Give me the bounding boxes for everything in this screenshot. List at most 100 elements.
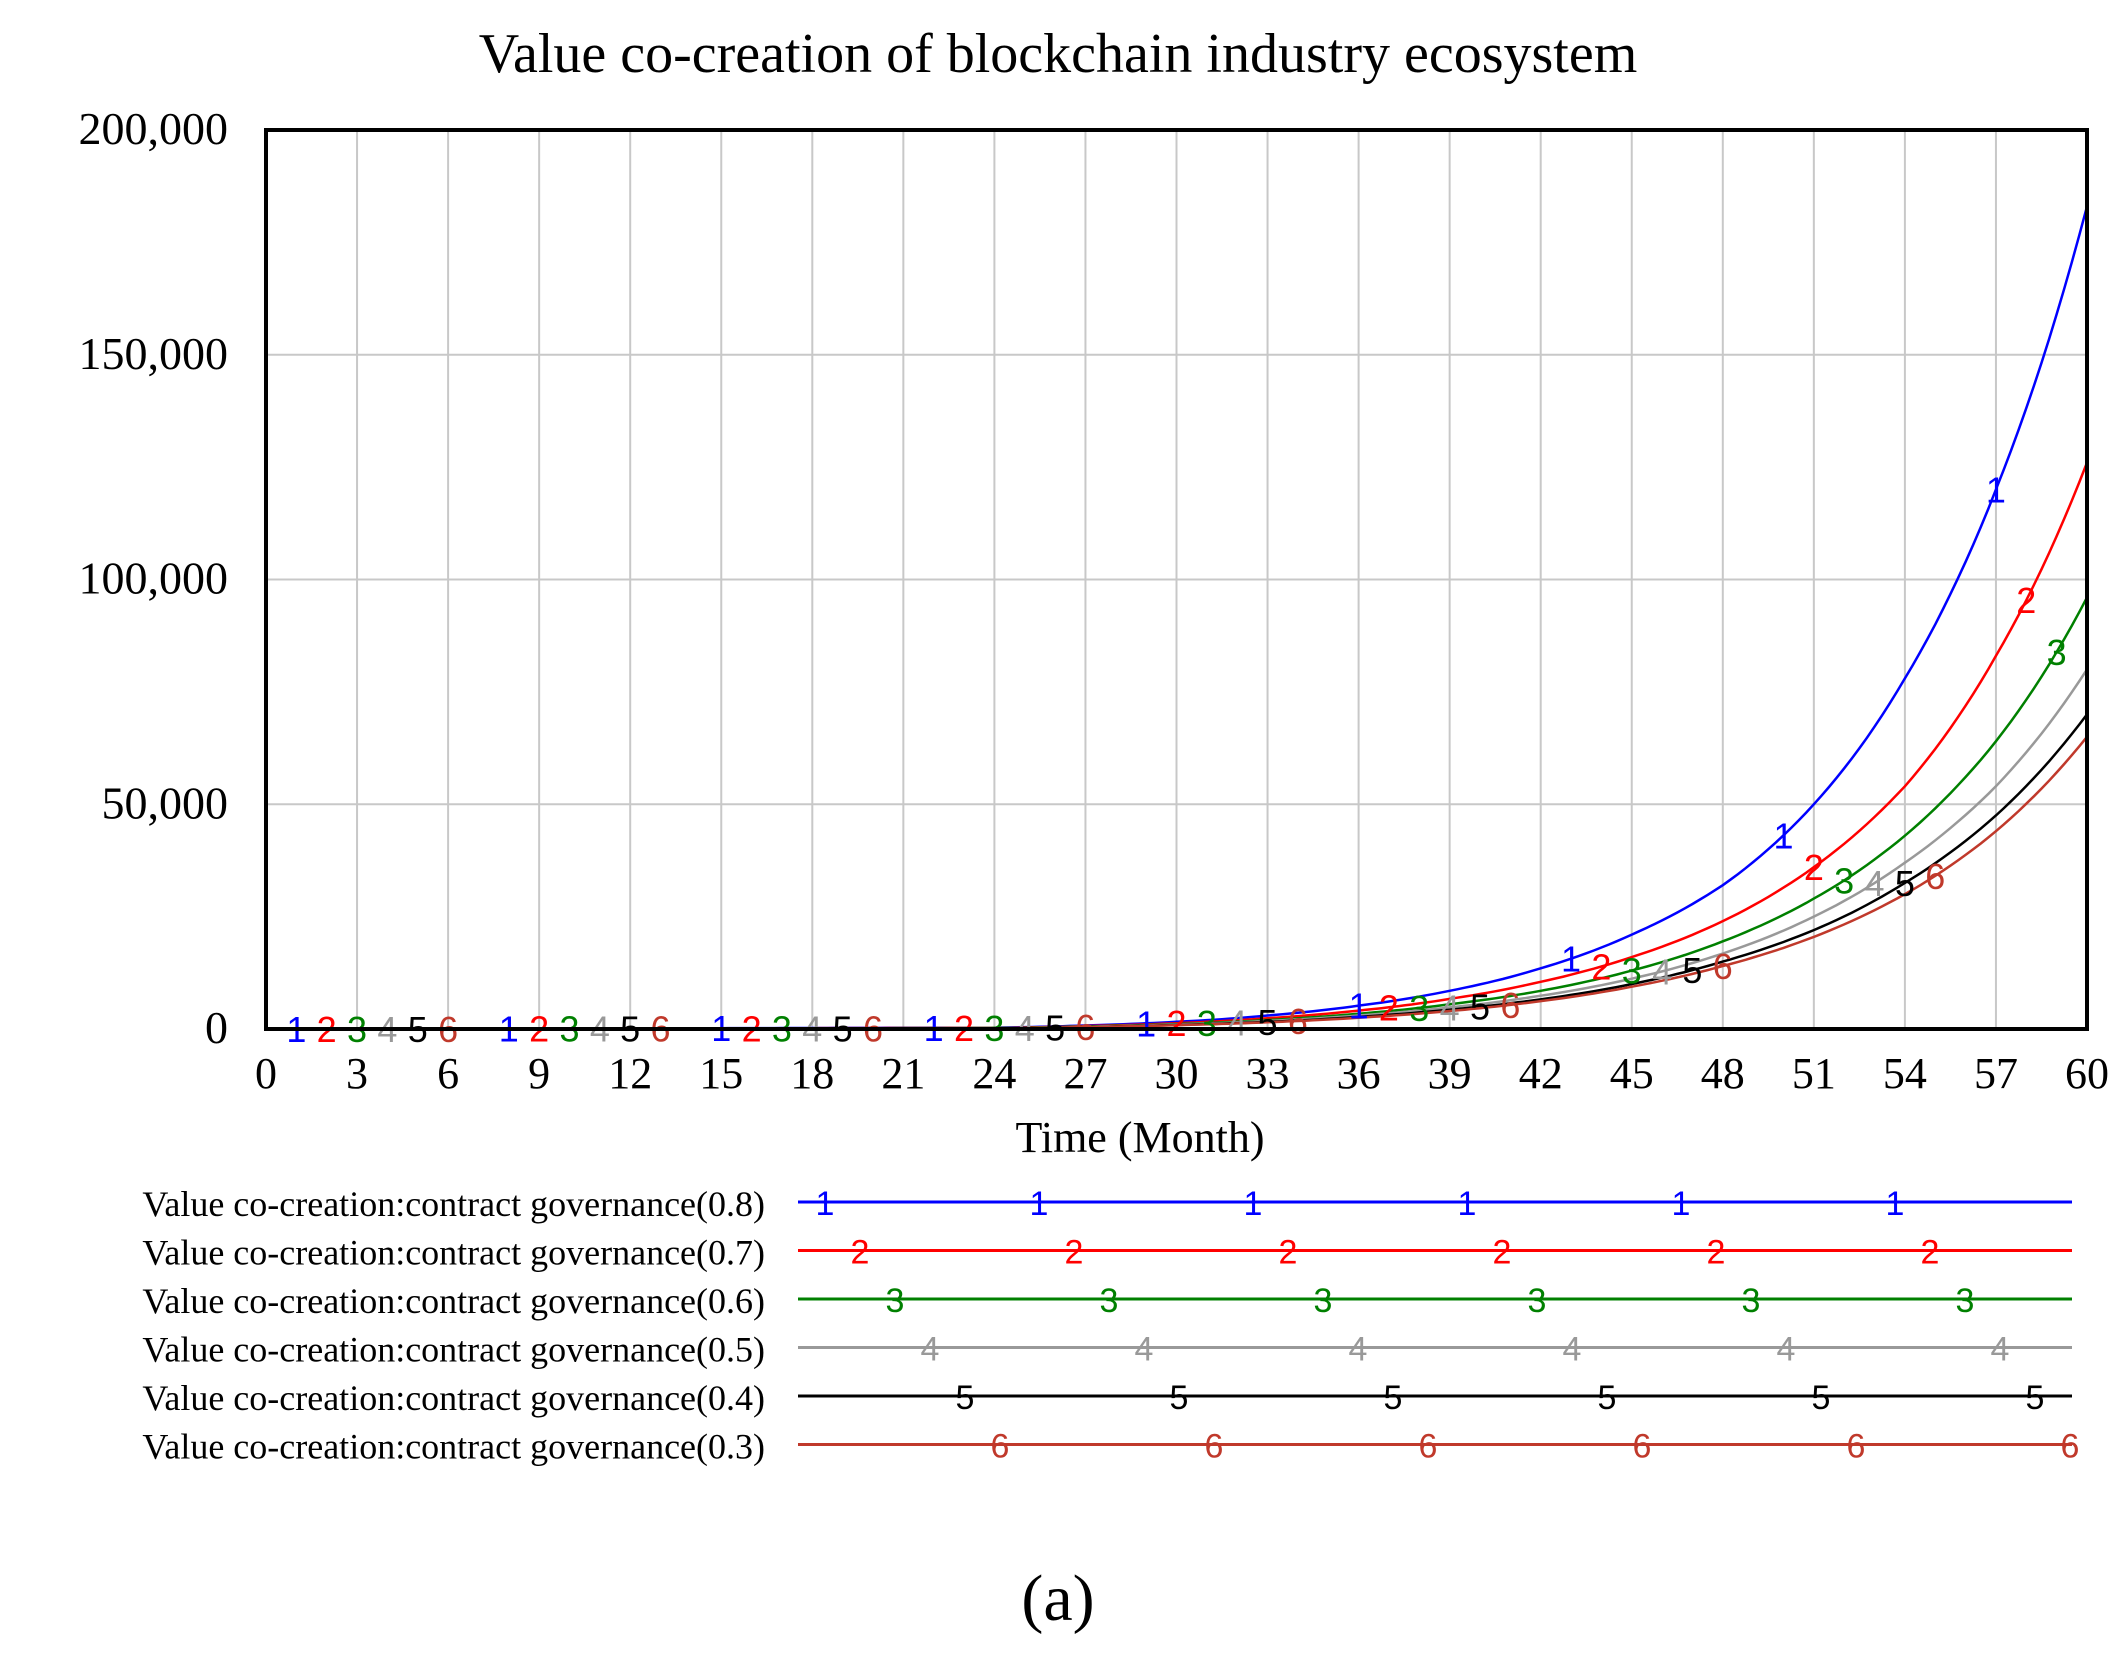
legend-marker-4: 4 [1135,1331,1154,1369]
legend-label-1: Value co-creation:contract governance(0.… [142,1184,765,1224]
y-tick-label-200000: 200,000 [79,103,229,154]
series-marker-4: 4 [1865,863,1885,904]
chart-title: Value co-creation of blockchain industry… [479,23,1638,85]
legend-marker-6: 6 [1633,1428,1652,1466]
legend-marker-2: 2 [1493,1234,1512,1272]
series-marker-1: 1 [1561,939,1581,980]
series-marker-4: 4 [1227,1002,1247,1043]
series-marker-5: 5 [1682,950,1702,991]
series-marker-1: 1 [1136,1003,1156,1044]
x-tick-label-39: 39 [1428,1049,1472,1098]
series-marker-4: 4 [1440,987,1460,1028]
x-tick-label-60: 60 [2065,1049,2109,1098]
legend-label-5: Value co-creation:contract governance(0.… [142,1378,765,1418]
x-tick-label-57: 57 [1974,1049,2018,1098]
legend: Value co-creation:contract governance(0.… [142,1184,2079,1467]
legend-marker-4: 4 [1991,1331,2010,1369]
x-axis-label: Time (Month) [1016,1113,1265,1162]
x-tick-label-48: 48 [1701,1049,1745,1098]
legend-marker-5: 5 [2026,1379,2045,1417]
legend-marker-6: 6 [1847,1428,1866,1466]
y-tick-label-100000: 100,000 [79,553,229,604]
x-tick-label-54: 54 [1883,1049,1927,1098]
y-tick-label-150000: 150,000 [79,328,229,379]
x-tick-label-33: 33 [1246,1049,1290,1098]
legend-marker-6: 6 [2061,1428,2080,1466]
legend-marker-5: 5 [1598,1379,1617,1417]
x-tick-label-21: 21 [881,1049,925,1098]
legend-marker-1: 1 [1672,1185,1691,1223]
legend-label-3: Value co-creation:contract governance(0.… [142,1281,765,1321]
legend-marker-3: 3 [1528,1282,1547,1320]
legend-marker-3: 3 [1100,1282,1119,1320]
legend-marker-3: 3 [1314,1282,1333,1320]
y-axis-ticks: 0 50,000 100,000 150,000 200,000 [79,103,229,1053]
legend-label-2: Value co-creation:contract governance(0.… [142,1233,765,1273]
legend-marker-5: 5 [1812,1379,1831,1417]
legend-marker-2: 2 [1065,1234,1084,1272]
legend-marker-1: 1 [1244,1185,1263,1223]
legend-marker-1: 1 [1030,1185,1049,1223]
x-tick-label-18: 18 [790,1049,834,1098]
legend-marker-4: 4 [1777,1331,1796,1369]
series-marker-1: 1 [1986,470,2006,511]
series-marker-3: 3 [2047,632,2067,673]
x-tick-label-12: 12 [608,1049,652,1098]
x-tick-label-42: 42 [1519,1049,1563,1098]
x-tick-label-24: 24 [972,1049,1016,1098]
series-marker-6: 6 [1500,985,1520,1026]
legend-marker-2: 2 [851,1234,870,1272]
x-tick-label-51: 51 [1792,1049,1836,1098]
x-tick-label-15: 15 [699,1049,743,1098]
legend-marker-6: 6 [1205,1428,1224,1466]
series-marker-6: 6 [1288,1001,1308,1042]
legend-marker-5: 5 [1170,1379,1189,1417]
x-tick-label-36: 36 [1337,1049,1381,1098]
legend-marker-5: 5 [1384,1379,1403,1417]
series-marker-2: 2 [1166,1003,1186,1044]
legend-marker-1: 1 [1886,1185,1905,1223]
legend-label-4: Value co-creation:contract governance(0.… [142,1330,765,1370]
series-marker-2: 2 [1591,947,1611,988]
legend-marker-3: 3 [1742,1282,1761,1320]
series-marker-2: 2 [2016,580,2036,621]
legend-marker-2: 2 [1707,1234,1726,1272]
series-marker-1: 1 [1349,986,1369,1027]
x-tick-label-45: 45 [1610,1049,1654,1098]
series-marker-3: 3 [1409,988,1429,1029]
legend-marker-1: 1 [1458,1185,1477,1223]
legend-marker-6: 6 [991,1428,1010,1466]
series-marker-5: 5 [1258,1002,1278,1043]
series-marker-3: 3 [1834,860,1854,901]
grid-lines [265,129,2088,1030]
series-marker-2: 2 [1804,847,1824,888]
series-marker-2: 2 [1379,987,1399,1028]
plot-area-frame [264,128,2089,1031]
series-marker-6: 6 [1713,946,1733,987]
x-tick-label-6: 6 [437,1049,459,1098]
legend-marker-2: 2 [1921,1234,1940,1272]
y-tick-label-50000: 50,000 [102,777,229,828]
legend-marker-1: 1 [816,1185,835,1223]
series-marker-3: 3 [1197,1003,1217,1044]
legend-marker-4: 4 [1563,1331,1582,1369]
legend-marker-4: 4 [1349,1331,1368,1369]
figure-caption: (a) [1021,1562,1094,1635]
x-tick-label-27: 27 [1063,1049,1107,1098]
legend-marker-6: 6 [1419,1428,1438,1466]
series-marker-3: 3 [1622,951,1642,992]
series-marker-5: 5 [1470,987,1490,1028]
series-marker-5: 5 [1895,863,1915,904]
x-tick-label-9: 9 [528,1049,550,1098]
legend-marker-3: 3 [1956,1282,1975,1320]
legend-marker-2: 2 [1279,1234,1298,1272]
x-tick-label-0: 0 [255,1049,277,1098]
legend-marker-3: 3 [886,1282,905,1320]
x-tick-label-3: 3 [346,1049,368,1098]
legend-marker-5: 5 [956,1379,975,1417]
series-marker-1: 1 [1773,815,1793,856]
legend-marker-4: 4 [921,1331,940,1369]
legend-label-6: Value co-creation:contract governance(0.… [142,1427,765,1467]
y-tick-label-0: 0 [205,1002,228,1053]
x-axis-ticks: 0 3 6 9 12 15 18 21 24 27 30 33 36 39 42 45 48 51 54 57 60 [255,1049,2109,1098]
